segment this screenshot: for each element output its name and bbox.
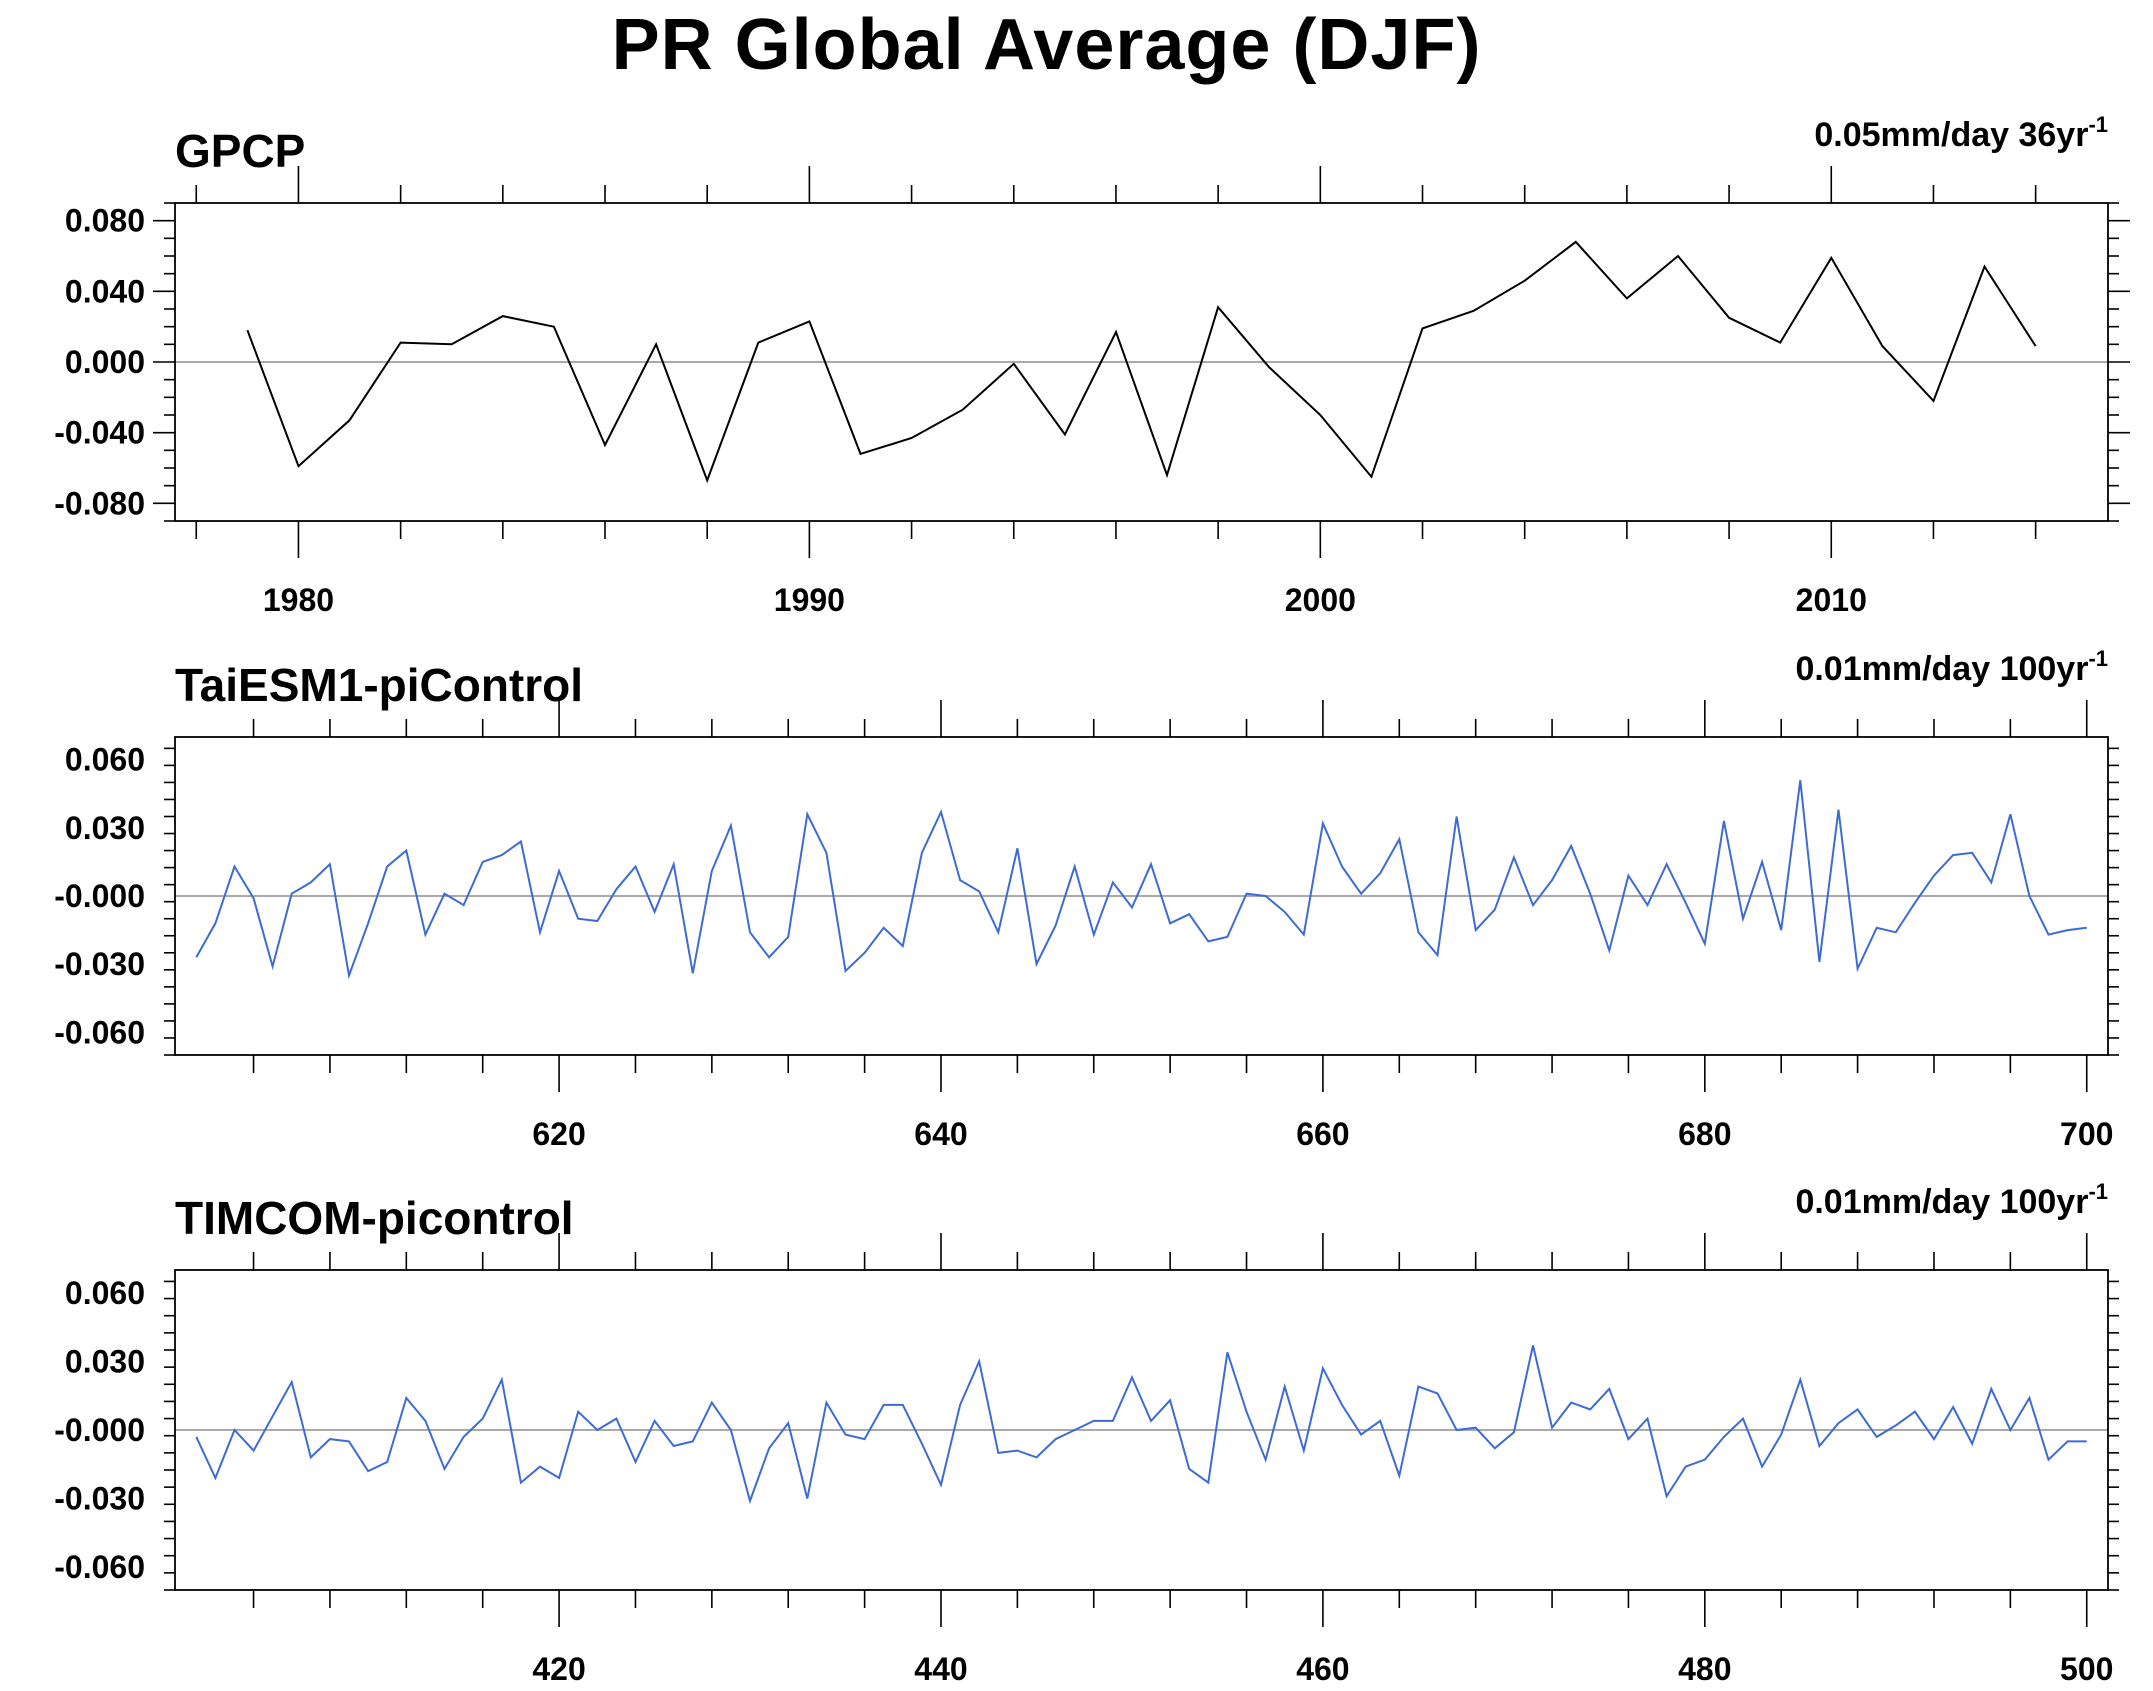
y-tick-label: -0.080	[54, 485, 145, 521]
y-tick-label: -0.000	[54, 1412, 145, 1448]
panel-title: TaiESM1-piControl	[175, 659, 583, 711]
panel-title: GPCP	[175, 125, 305, 177]
y-tick-label: -0.030	[54, 946, 145, 982]
x-tick-label: 440	[914, 1651, 967, 1687]
y-tick-label: 0.040	[65, 273, 145, 309]
plot-frame	[174, 1269, 2109, 1591]
x-tick-label: 2000	[1285, 582, 1356, 618]
x-tick-label: 480	[1678, 1651, 1731, 1687]
panel-2: TaiESM1-piControl 0.01mm/day 100yr-1 -0.06…	[54, 646, 2119, 1152]
y-tick-label: -0.040	[54, 415, 145, 451]
panel-3: TIMCOM-picontrol 0.01mm/day 100yr-1 -0.060…	[54, 1179, 2119, 1687]
x-tick-label: 660	[1296, 1116, 1349, 1152]
y-tick-label: 0.000	[65, 344, 145, 380]
x-tick-label: 680	[1678, 1116, 1731, 1152]
panel-1: GPCP 0.05mm/day 36yr-1 -0.080 -0.040 0.000 0.…	[54, 112, 2130, 618]
y-tick-label: -0.000	[54, 878, 145, 914]
x-tick-label: 640	[914, 1116, 967, 1152]
x-tick-label: 500	[2060, 1651, 2113, 1687]
trend-annotation: 0.05mm/day 36yr-1	[1814, 112, 2108, 154]
y-tick-label: -0.030	[54, 1481, 145, 1517]
trend-annotation: 0.01mm/day 100yr-1	[1795, 1179, 2108, 1221]
series-line	[195, 780, 2087, 980]
x-tick-label: 1990	[774, 582, 845, 618]
x-tick-label: 620	[532, 1116, 585, 1152]
x-tick-label: 700	[2060, 1116, 2113, 1152]
y-tick-label: 0.030	[65, 810, 145, 846]
y-tick-label: 0.060	[65, 742, 145, 778]
series-line	[195, 1345, 2087, 1505]
y-tick-label: -0.060	[54, 1549, 145, 1585]
x-tick-label: 420	[532, 1651, 585, 1687]
x-tick-label: 460	[1296, 1651, 1349, 1687]
chart-main-title: PR Global Average (DJF)	[611, 5, 1482, 85]
series-line	[246, 240, 2037, 484]
x-tick-label: 1980	[263, 582, 334, 618]
plot-frame	[174, 202, 2109, 522]
trend-annotation: 0.01mm/day 100yr-1	[1795, 646, 2108, 688]
x-tick-label: 2010	[1796, 582, 1867, 618]
y-tick-label: 0.030	[65, 1343, 145, 1379]
y-tick-label: 0.080	[65, 203, 145, 239]
y-tick-label: 0.060	[65, 1275, 145, 1311]
panel-title: TIMCOM-picontrol	[175, 1192, 574, 1244]
y-tick-label: -0.060	[54, 1014, 145, 1050]
plot-frame	[174, 736, 2109, 1056]
